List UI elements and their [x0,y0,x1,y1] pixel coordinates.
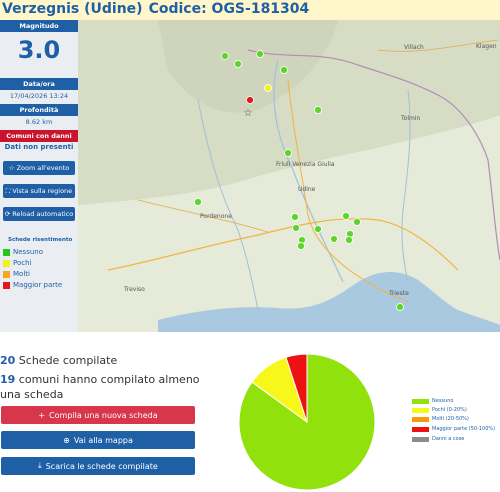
event-location: Verzegnis (Udine) [2,1,143,17]
zoom-event-button[interactable]: ☆ Zoom all'evento [3,161,75,175]
depth-label: Profondità [0,104,78,116]
schede-count: 20 [0,354,16,367]
pie-legend-item: Maggior parte (50-100%) [412,425,495,433]
pie-legend-label: Nessuno [432,398,454,404]
legend-swatch [3,259,10,267]
region-view-button[interactable]: ⛶ Vista sulla regione [3,184,75,198]
go-to-map-button[interactable]: ⊕ Vai alla mappa [1,431,195,449]
legend-swatch [3,281,10,289]
auto-reload-label: Reload automatico [12,210,74,218]
globe-icon: ⊕ [63,435,70,445]
map-label-tolmin: Tolmin [401,115,421,122]
event-code: Codice: OGS-181304 [148,1,310,17]
pie-legend-label: Maggior parte (50-100%) [432,426,496,432]
pie-legend-label: Pochi (0-20%) [432,407,467,413]
go-to-map-label: Vai alla mappa [73,435,133,445]
legend-item-nessuno: Nessuno [3,247,43,257]
legend-label: Molti [13,270,30,278]
legend-swatch [3,270,10,278]
legend-item-maggior-parte: Maggior parte [3,280,62,290]
legend-label: Maggior parte [13,281,63,289]
pie-legend-swatch [412,398,429,404]
damage-value: Dati non presenti [4,143,74,151]
comuni-text: comuni hanno compilato almeno una scheda [0,373,200,401]
datetime-label: Data/ora [0,78,78,90]
magnitude-value: 3.0 [17,36,61,64]
event-header: Verzegnis (Udine) Codice: OGS-181304 [0,0,500,21]
pie-legend-swatch [412,407,429,413]
map-canvas [78,20,500,332]
legend-item-molti: Molti [3,269,30,279]
pie-legend-item: Danni a cose [412,435,464,443]
new-form-button[interactable]: + Compila una nuova scheda [1,406,195,424]
damage-label: Comuni con danni [0,130,78,142]
map-label-klagen: Klagen [476,43,497,50]
download-icon: ⤓ [38,461,42,470]
auto-reload-button[interactable]: ⟳ Reload automatico [3,207,75,221]
expand-icon: ⛶ [5,186,11,195]
map-label-villach: Villach [404,44,424,51]
download-forms-label: Scarica le schede compilate [45,461,158,471]
schede-text: Schede compilate [15,354,118,367]
pie-legend-item: Nessuno [412,397,453,405]
pie-legend-swatch [412,416,429,422]
legend-label: Pochi [13,259,32,267]
star-icon: ☆ [8,164,15,172]
legend-label: Nessuno [13,248,43,256]
reload-icon: ⟳ [4,210,11,218]
pie-legend-item: Molti (20-50%) [412,415,469,423]
legend-item-pochi: Pochi [3,258,31,268]
download-forms-button[interactable]: ⤓ Scarica le schede compilate [1,457,195,475]
pie-legend-label: Molti (20-50%) [432,416,469,422]
map-label-treviso: Treviso [124,286,145,293]
event-sidebar: Magnitudo 3.0 Data/ora 17/04/2026 13:24 … [0,20,78,332]
comuni-count: 19 [0,373,16,386]
pie-legend-swatch [412,436,429,442]
datetime-value: 17/04/2026 13:24 [9,92,69,100]
event-map[interactable]: Villach Klagen Friuli Venezia Giulia Udi… [78,20,500,332]
map-label-udine: Udine [298,186,316,193]
pie-legend-swatch [412,426,429,432]
zoom-event-label: Zoom all'evento [16,164,70,172]
magnitude-label: Magnitudo [0,20,78,32]
depth-value: 8.62 km [25,118,53,126]
event-title: Verzegnis (Udine) Codice: OGS-181304 [2,1,315,17]
schede-count-line: 20 Schede compilate [0,354,117,367]
map-label-pordenone: Pordenone [200,213,232,220]
comuni-count-line: 19 comuni hanno compilato almeno una sch… [0,372,220,402]
legend-swatch [3,248,10,256]
pie-legend-label: Danni a cose [432,436,465,442]
reports-pie-chart [238,353,376,491]
region-view-label: Vista sulla regione [12,187,73,195]
new-form-label: Compila una nuova scheda [49,410,158,420]
map-label-region: Friuli Venezia Giulia [276,161,335,168]
plus-icon: + [38,410,46,420]
map-label-trieste: Trieste [389,290,409,297]
legend-title: Schede risentimento [8,237,73,243]
pie-legend-item: Pochi (0-20%) [412,406,467,414]
pie-slice-3 [285,353,308,423]
